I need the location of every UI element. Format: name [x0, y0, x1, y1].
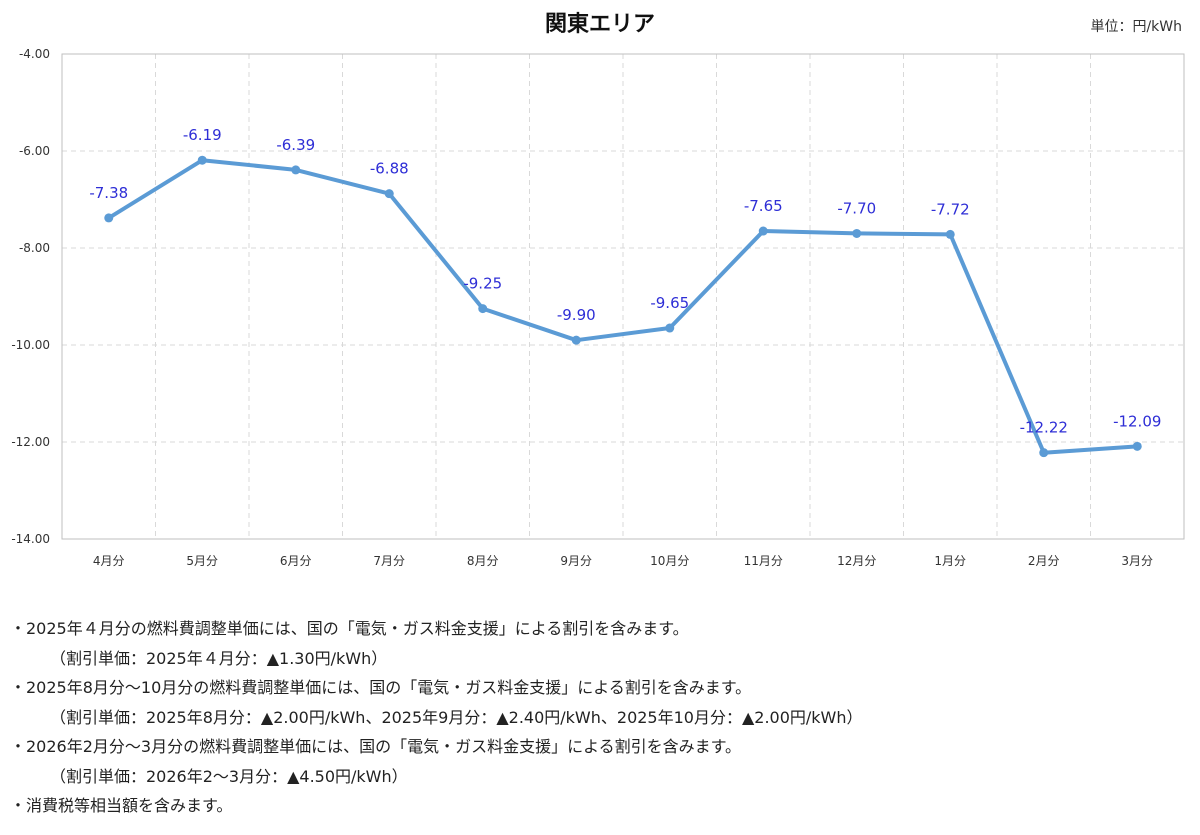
x-tick-label: 11月分 — [744, 554, 783, 568]
data-point — [571, 335, 581, 345]
data-label: -6.39 — [276, 136, 315, 154]
chart-title: 関東エリア — [544, 12, 655, 37]
y-tick-label: -14.00 — [11, 532, 50, 546]
data-point — [104, 213, 114, 223]
x-tick-label: 4月分 — [93, 554, 125, 568]
x-tick-label: 5月分 — [186, 554, 218, 568]
x-tick-label: 6月分 — [280, 554, 312, 568]
footnote-1: ・2025年４月分の燃料費調整単価には、国の「電気・ガス料金支援」による割引を含… — [10, 619, 689, 638]
footnote-1-detail: （割引単価：2025年４月分：▲1.30円/kWh） — [50, 648, 388, 668]
footnote-3: ・2026年2月分～3月分の燃料費調整単価には、国の「電気・ガス料金支援」による… — [10, 737, 741, 756]
axis-layer: -4.00 -6.00 -8.00 -10.00 -12.00 -14.00 4月分 5月分 6… — [11, 47, 1185, 568]
x-tick-label: 10月分 — [650, 554, 689, 568]
footnote-2: ・2025年8月分～10月分の燃料費調整単価には、国の「電気・ガス料金支援」によ… — [10, 678, 752, 697]
data-label: -6.88 — [370, 160, 409, 178]
data-point — [758, 226, 768, 236]
data-point — [665, 323, 675, 333]
data-label: -12.22 — [1020, 419, 1068, 437]
data-label: -9.65 — [650, 294, 689, 312]
x-tick-label: 3月分 — [1121, 554, 1153, 568]
data-point — [291, 165, 301, 175]
footnote-4: ・消費税等相当額を含みます。 — [10, 796, 233, 815]
data-label: -6.19 — [183, 126, 222, 144]
data-point — [945, 229, 955, 239]
x-tick-label: 9月分 — [560, 554, 592, 568]
data-point — [852, 228, 862, 238]
label-layer: -7.38 -6.19 -6.39 -6.88 -9.25 -9.90 -9.65 -7.65… — [89, 126, 1161, 436]
line-chart: -4.00 -6.00 -8.00 -10.00 -12.00 -14.00 4月分 5月分 6… — [11, 47, 1185, 568]
data-label: -12.09 — [1113, 412, 1161, 430]
data-point — [1039, 448, 1049, 458]
grid-layer — [62, 53, 1184, 540]
footnote-3-detail: （割引単価：2026年2～3月分：▲4.50円/kWh） — [50, 766, 408, 786]
data-point — [1132, 441, 1142, 451]
series-layer — [104, 155, 1142, 458]
y-tick-label: -6.00 — [19, 144, 50, 158]
data-label: -7.72 — [931, 200, 970, 218]
y-tick-label: -12.00 — [11, 435, 50, 449]
data-point — [197, 155, 207, 165]
x-tick-label: 2月分 — [1028, 554, 1060, 568]
data-label: -7.38 — [89, 184, 128, 202]
unit-label: 単位：円/kWh — [1090, 19, 1182, 35]
data-label: -7.65 — [744, 197, 783, 215]
y-tick-label: -4.00 — [19, 47, 50, 61]
data-label: -7.70 — [837, 199, 876, 217]
data-point — [384, 189, 394, 199]
series-line — [106, 158, 1140, 455]
plot-frame — [61, 53, 1185, 540]
x-tick-label: 1月分 — [934, 554, 966, 568]
footnote-2-detail: （割引単価：2025年8月分：▲2.00円/kWh、2025年9月分：▲2.40… — [50, 707, 863, 727]
x-tick-label: 7月分 — [373, 554, 405, 568]
data-label: -9.25 — [463, 275, 502, 293]
data-label: -9.90 — [557, 306, 596, 324]
x-tick-label: 8月分 — [467, 554, 499, 568]
data-point — [478, 304, 488, 314]
footnotes: ・2025年４月分の燃料費調整単価には、国の「電気・ガス料金支援」による割引を含… — [10, 614, 1190, 821]
x-tick-label: 12月分 — [837, 554, 876, 568]
y-tick-label: -10.00 — [11, 338, 50, 352]
y-tick-label: -8.00 — [19, 241, 50, 255]
